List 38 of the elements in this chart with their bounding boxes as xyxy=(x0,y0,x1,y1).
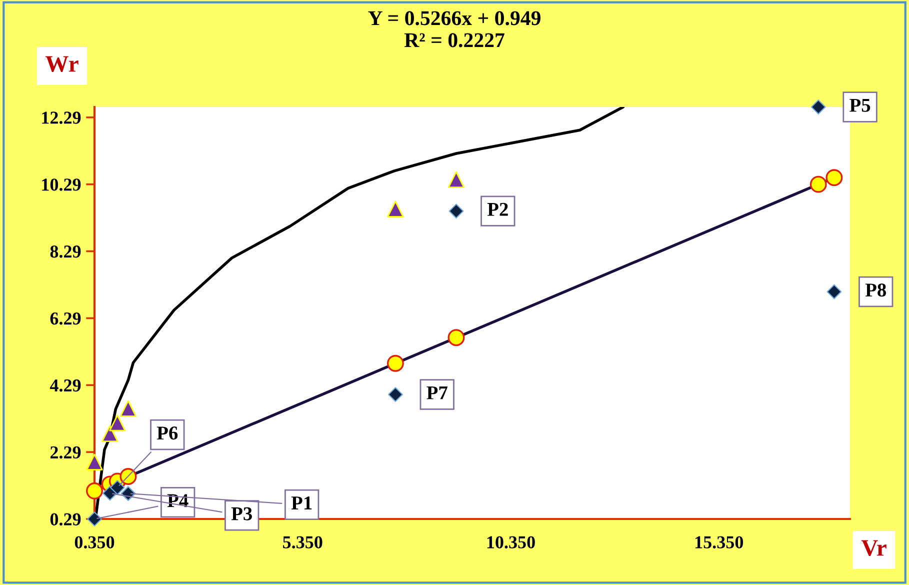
x-axis-title: Vr xyxy=(861,540,886,556)
point xyxy=(120,400,137,417)
y-tick-label: 12.29 xyxy=(42,112,81,124)
point xyxy=(810,100,826,114)
y-tick-label: 10.29 xyxy=(42,178,81,191)
point xyxy=(388,387,403,402)
y-tick-label: 6.29 xyxy=(50,312,81,325)
point xyxy=(387,200,404,218)
point xyxy=(826,169,843,186)
point xyxy=(826,284,842,300)
y-tick-label: 8.29 xyxy=(50,246,81,258)
point xyxy=(810,176,827,193)
point xyxy=(102,425,118,442)
annotation: P7 xyxy=(426,386,448,400)
point xyxy=(109,414,126,432)
x-tick-label: 0.350 xyxy=(74,536,114,548)
y-tick-label: 0.29 xyxy=(50,513,81,526)
annotation: P5 xyxy=(850,98,870,112)
point xyxy=(86,454,103,470)
annotation: P8 xyxy=(865,283,886,297)
point xyxy=(448,204,464,219)
x-tick-label: 15.350 xyxy=(696,536,744,548)
chart-subtitle: R² = 0.2227 xyxy=(404,33,504,48)
chart-title: Y = 0.5266x + 0.949 xyxy=(368,11,540,26)
point xyxy=(86,482,103,500)
annotation: P6 xyxy=(156,426,178,440)
point xyxy=(386,354,404,372)
x-tick-label: 10.350 xyxy=(487,536,535,548)
annotation: P3 xyxy=(231,507,252,520)
point xyxy=(110,480,125,495)
annotation: P1 xyxy=(291,496,312,510)
point xyxy=(448,329,465,346)
point xyxy=(448,171,465,188)
y-axis-title: Wr xyxy=(45,56,78,72)
y-tick-label: 4.29 xyxy=(50,379,81,392)
x-tick-label: 5.350 xyxy=(283,536,322,548)
y-tick-label: 2.29 xyxy=(50,446,81,459)
annotation: P2 xyxy=(487,202,508,216)
